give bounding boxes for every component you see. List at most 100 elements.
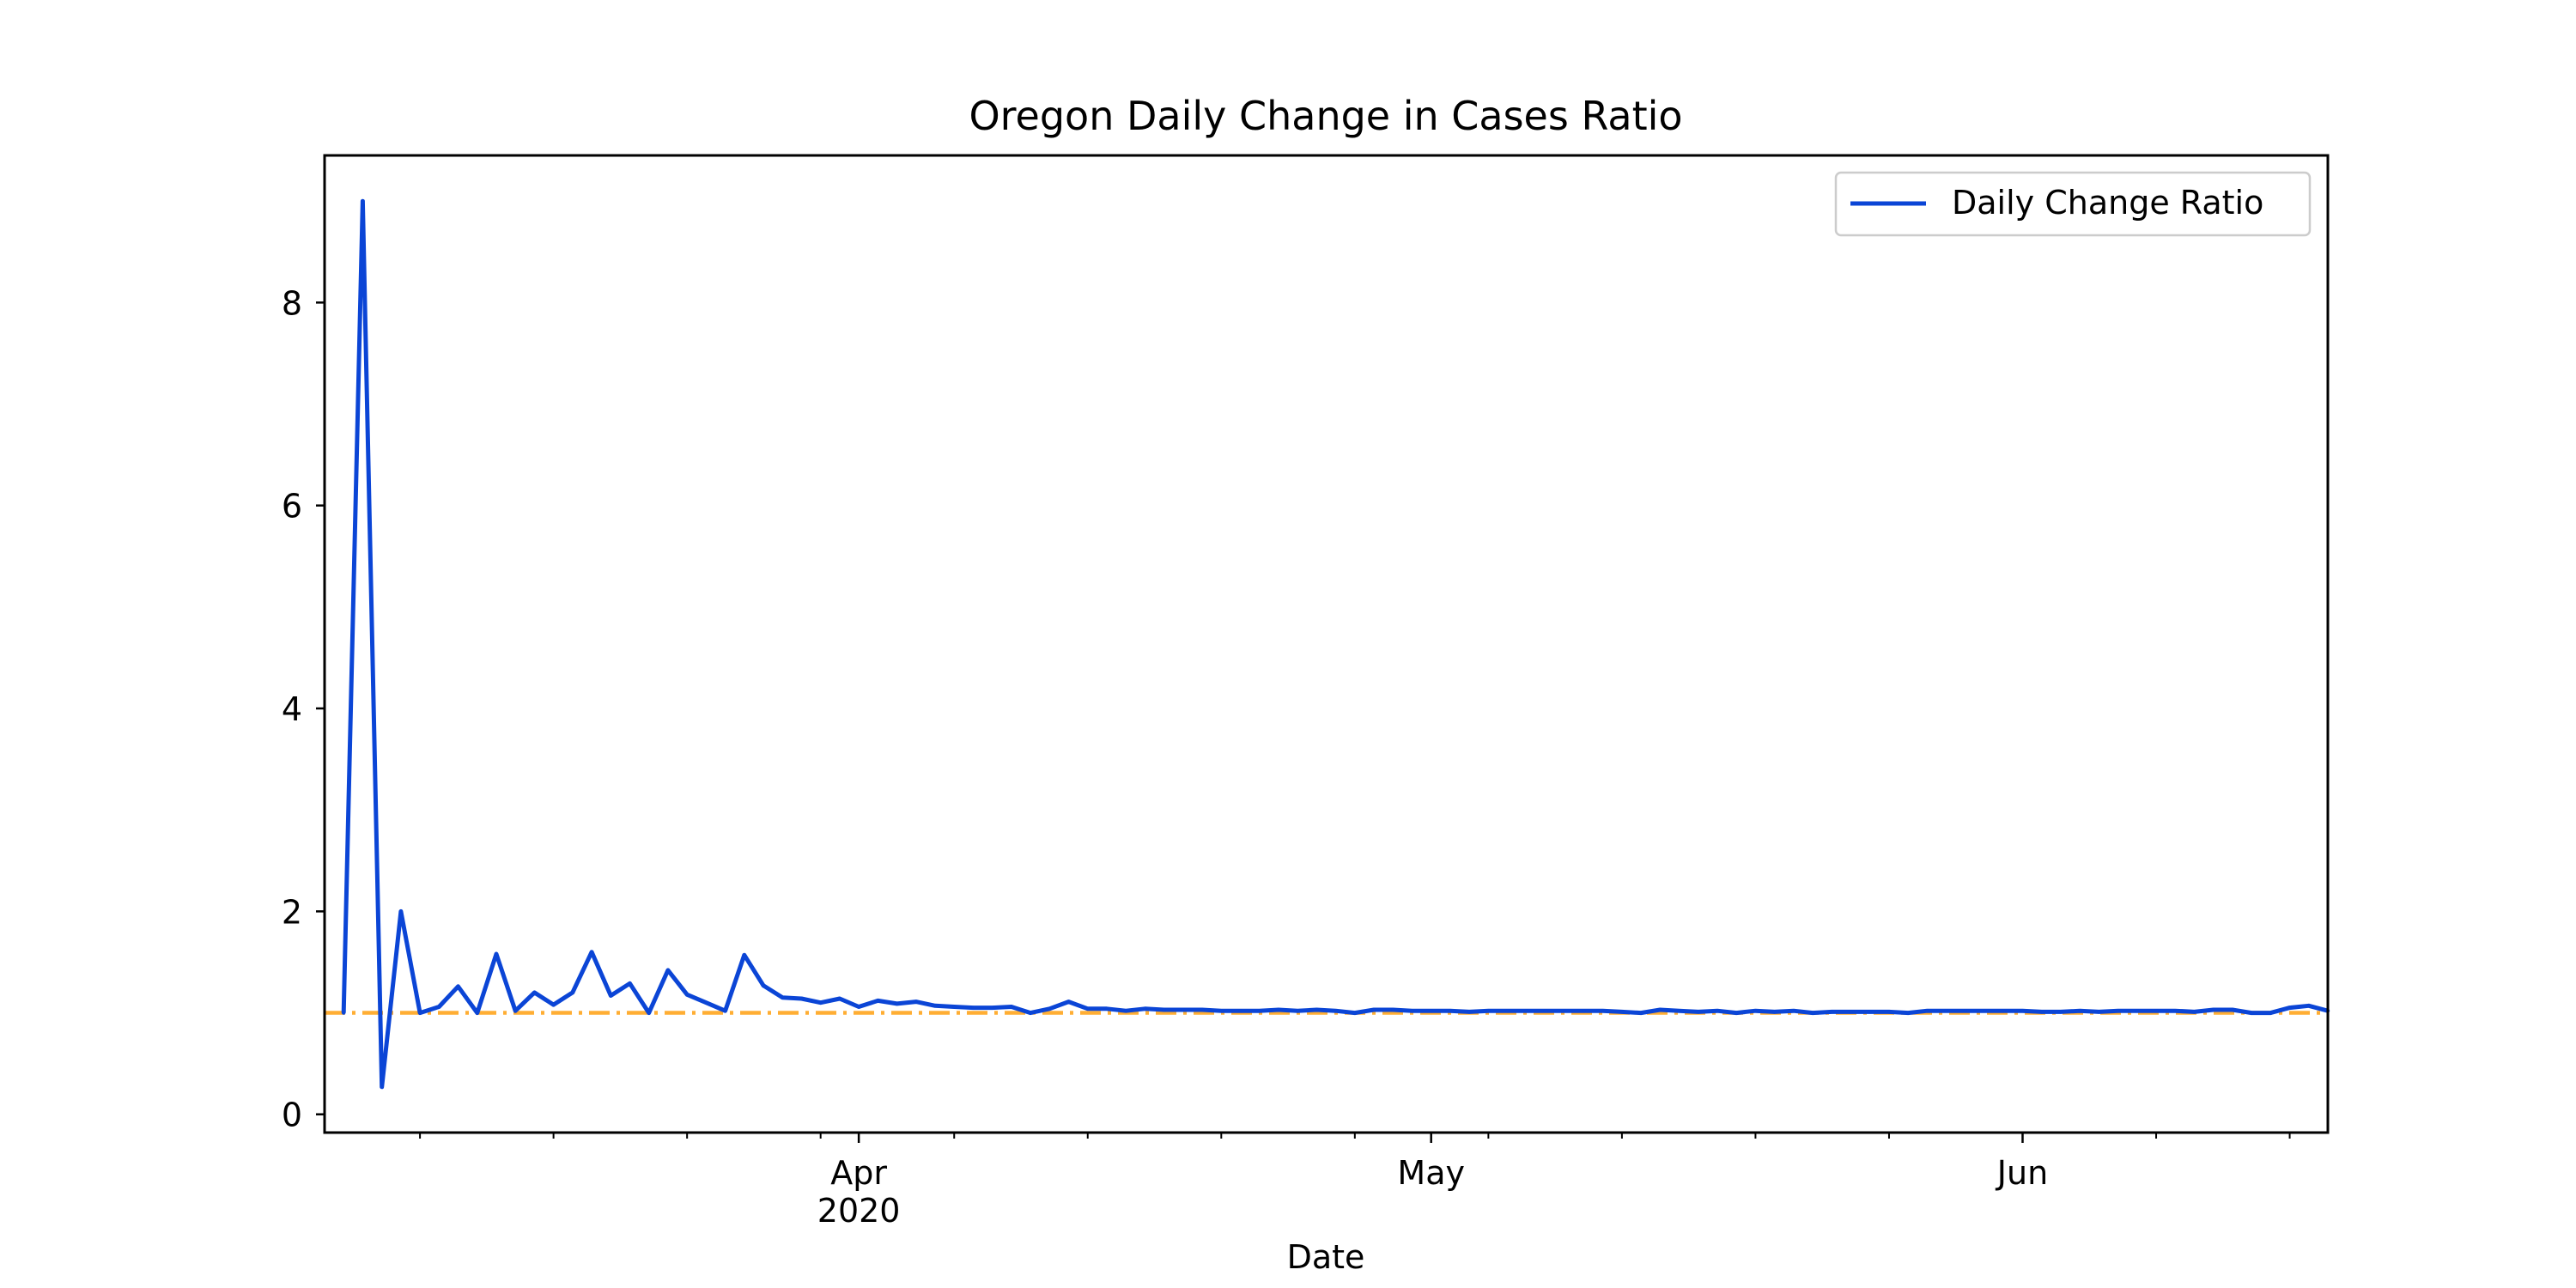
data-point (1963, 1009, 1967, 1013)
data-point (876, 999, 880, 1003)
data-point (609, 993, 613, 998)
data-point (1830, 1010, 1834, 1014)
data-point (628, 981, 632, 986)
data-point (1257, 1009, 1261, 1013)
x-tick-label: Jun (1996, 1154, 2048, 1192)
data-point (1238, 1009, 1242, 1013)
x-tick-label: Apr (830, 1154, 887, 1192)
data-point (380, 1084, 384, 1090)
legend: Daily Change Ratio (1834, 171, 2312, 237)
data-point (475, 1011, 479, 1015)
data-point (1810, 1011, 1815, 1015)
data-point (1334, 1009, 1338, 1013)
data-point (1410, 1009, 1414, 1013)
y-tick-label: 4 (282, 690, 302, 728)
data-point (1772, 1010, 1777, 1014)
data-point (1200, 1007, 1205, 1012)
data-point (2020, 1009, 2025, 1013)
data-point (1849, 1010, 1853, 1014)
data-point (1925, 1009, 1929, 1013)
data-point (2287, 1005, 2292, 1010)
data-point (570, 990, 574, 995)
data-point (532, 990, 537, 995)
data-point (1543, 1009, 1548, 1013)
data-point (1066, 999, 1071, 1004)
x-tick-label: May (1397, 1154, 1465, 1192)
data-point (513, 1009, 518, 1013)
data-point (2135, 1009, 2139, 1013)
data-point (933, 1004, 938, 1008)
data-point (914, 999, 919, 1004)
data-point (1296, 1009, 1300, 1013)
data-point (1467, 1010, 1472, 1014)
data-point (1009, 1005, 1014, 1009)
data-point (856, 1005, 861, 1009)
data-point (1658, 1007, 1662, 1012)
y-axis-ticks: 0 2 4 6 8 (282, 284, 325, 1134)
data-point (1563, 1009, 1567, 1013)
data-point (1391, 1007, 1395, 1012)
data-point (1085, 1006, 1091, 1012)
data-point (2192, 1010, 2196, 1014)
data-point (990, 1005, 994, 1010)
y-tick-label: 0 (282, 1097, 302, 1134)
data-point (1181, 1007, 1186, 1012)
data-point (2116, 1009, 2120, 1013)
data-point (551, 1002, 556, 1007)
data-point (1448, 1009, 1453, 1013)
data-point (342, 1011, 346, 1015)
data-point (437, 1005, 441, 1009)
data-point (1982, 1009, 1987, 1013)
data-point (1677, 1009, 1681, 1013)
data-point (818, 1000, 823, 1005)
legend-label: Daily Change Ratio (1952, 184, 2263, 222)
data-point (2078, 1009, 2082, 1013)
data-point (2154, 1009, 2159, 1013)
plot-area-frame (323, 154, 2330, 1134)
data-point (1715, 1009, 1720, 1013)
data-point (1371, 1007, 1376, 1012)
data-point (1219, 1009, 1224, 1013)
data-point (398, 909, 404, 914)
data-point (1619, 1010, 1625, 1014)
data-point (1124, 1009, 1128, 1013)
data-point (799, 996, 804, 1001)
data-point (417, 1011, 422, 1015)
data-point (685, 993, 690, 997)
y-tick-label: 6 (282, 488, 302, 526)
data-point (1352, 1011, 1358, 1015)
x-axis-label: Date (1287, 1238, 1365, 1276)
data-point (1486, 1009, 1491, 1013)
x-tick-sublabel: 2020 (817, 1192, 901, 1230)
data-point (704, 1000, 708, 1005)
y-tick-label: 2 (282, 893, 302, 931)
data-point (2173, 1009, 2178, 1013)
data-point (952, 1005, 957, 1009)
data-point (723, 1009, 727, 1013)
series-layer (341, 198, 2330, 1090)
data-point (1582, 1009, 1586, 1013)
data-point (2002, 1009, 2006, 1013)
data-point (1048, 1006, 1052, 1012)
data-point (1143, 1006, 1147, 1012)
data-point (1753, 1009, 1758, 1013)
legend-box (1834, 171, 2312, 237)
data-point (1638, 1011, 1643, 1015)
data-point (361, 199, 365, 204)
y-tick-label: 8 (282, 284, 302, 322)
data-point (971, 1005, 975, 1010)
chart-title: Oregon Daily Change in Cases Ratio (969, 93, 1682, 139)
data-point (2249, 1011, 2254, 1015)
data-point (2230, 1007, 2235, 1012)
data-point (2097, 1010, 2101, 1014)
data-point (1028, 1011, 1033, 1015)
data-point (647, 1011, 651, 1015)
data-point (2058, 1010, 2063, 1014)
data-point (2306, 1004, 2311, 1008)
data-point (837, 996, 842, 1001)
data-point (1276, 1007, 1281, 1012)
data-point (1735, 1011, 1739, 1015)
data-point (1505, 1009, 1510, 1013)
data-point (456, 984, 460, 989)
